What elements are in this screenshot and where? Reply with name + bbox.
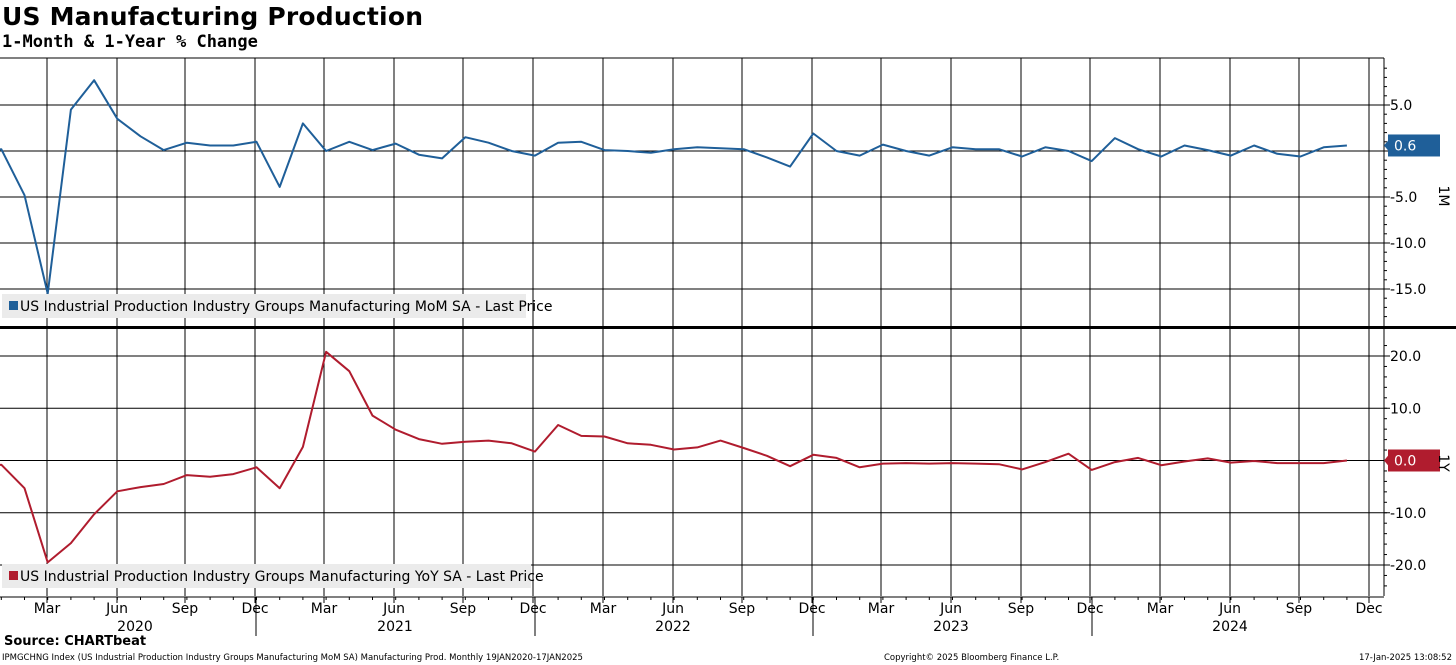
mom-ytick-label: 5.0 [1390,98,1412,114]
yoy-panel-label: 1Y [1435,454,1451,472]
xtick-month-label: Mar [311,601,338,617]
yoy-legend-swatch [9,571,18,580]
mom-last-value-tag [1388,134,1440,157]
mom-legend-swatch [9,301,18,310]
mom-last-value-pointer [1384,139,1389,152]
yoy-legend-box [2,564,531,588]
mom-panel-label: 1M [1435,186,1451,207]
xtick-month-label: Jun [105,601,128,617]
yoy-last-value-tag [1388,449,1440,472]
xtick-year-label: 2022 [655,619,691,635]
yoy-series-line [0,350,1348,564]
xtick-month-label: Sep [1008,601,1035,617]
yoy-legend-label: US Industrial Production Industry Groups… [20,569,544,585]
xtick-month-label: Dec [241,601,268,617]
yoy-ytick-label: 20.0 [1390,349,1421,365]
yoy-ytick-label: 10.0 [1390,401,1421,417]
mom-legend-label: US Industrial Production Industry Groups… [20,299,552,315]
mom-last-value-label: 0.6 [1394,138,1416,154]
xtick-year-label: 2020 [117,619,153,635]
xtick-month-label: Sep [450,601,477,617]
xtick-month-label: Jun [1218,601,1241,617]
footer-index-info: IPMGCHNG Index (US Industrial Production… [2,653,583,663]
xtick-month-label: Jun [661,601,684,617]
yoy-last-value-label: 0.0 [1394,454,1416,470]
source-note: Source: CHARTbeat [4,634,147,649]
xtick-month-label: Sep [1286,601,1313,617]
mom-legend-box [2,294,526,318]
yoy-ytick-label: -20.0 [1390,558,1426,574]
yoy-ytick-label: -10.0 [1390,506,1426,522]
xtick-month-label: Dec [798,601,825,617]
xtick-month-label: Mar [34,601,61,617]
xtick-month-label: Dec [1355,601,1382,617]
xtick-year-label: 2024 [1212,619,1248,635]
mom-ytick-label: -15.0 [1390,282,1426,298]
mom-ytick-label: -5.0 [1390,190,1417,206]
xtick-month-label: Jun [382,601,405,617]
xtick-month-label: Jun [939,601,962,617]
xtick-month-label: Mar [590,601,617,617]
xtick-year-label: 2021 [377,619,413,635]
chart-title: US Manufacturing Production [2,2,424,31]
mom-series-line [0,79,1347,295]
xtick-month-label: Sep [729,601,756,617]
mom-ytick-label: -10.0 [1390,236,1426,252]
chart-subtitle: 1-Month & 1-Year % Change [2,32,258,52]
footer-timestamp: 17-Jan-2025 13:08:52 [1358,653,1452,663]
xtick-month-label: Sep [172,601,199,617]
xtick-year-label: 2023 [933,619,969,635]
footer-copyright: Copyright© 2025 Bloomberg Finance L.P. [884,653,1060,663]
xtick-month-label: Mar [868,601,895,617]
xtick-month-label: Dec [1076,601,1103,617]
yoy-last-value-pointer [1384,454,1389,467]
xtick-month-label: Mar [1147,601,1174,617]
xtick-month-label: Dec [519,601,546,617]
